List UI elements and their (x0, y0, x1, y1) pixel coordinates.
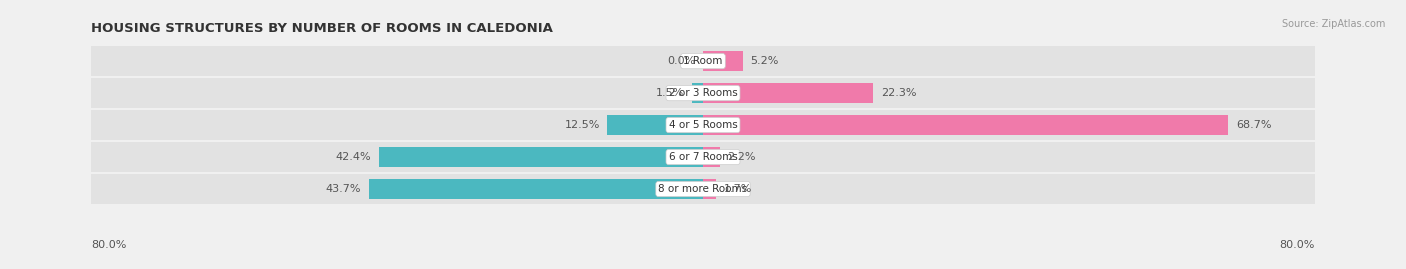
Bar (692, 83, 703, 103)
Bar (703, 51, 742, 71)
Text: 12.5%: 12.5% (564, 120, 600, 130)
Text: 43.7%: 43.7% (326, 184, 361, 194)
Text: HOUSING STRUCTURES BY NUMBER OF ROOMS IN CALEDONIA: HOUSING STRUCTURES BY NUMBER OF ROOMS IN… (91, 22, 554, 35)
Text: 0.0%: 0.0% (666, 56, 696, 66)
Text: Source: ZipAtlas.com: Source: ZipAtlas.com (1281, 19, 1385, 29)
Text: 42.4%: 42.4% (336, 152, 371, 162)
Bar (368, 179, 703, 199)
Text: 4 or 5 Rooms: 4 or 5 Rooms (669, 120, 737, 130)
Bar (91, 110, 1315, 140)
Text: 2.2%: 2.2% (727, 152, 756, 162)
Bar (607, 115, 703, 135)
Bar (703, 147, 720, 167)
Text: 8 or more Rooms: 8 or more Rooms (658, 184, 748, 194)
Text: 80.0%: 80.0% (1279, 240, 1315, 250)
Bar (703, 83, 873, 103)
Text: 1 Room: 1 Room (683, 56, 723, 66)
Text: 5.2%: 5.2% (751, 56, 779, 66)
Bar (378, 147, 703, 167)
Text: 1.7%: 1.7% (724, 184, 752, 194)
Text: 80.0%: 80.0% (91, 240, 127, 250)
Bar (91, 142, 1315, 172)
Bar (91, 174, 1315, 204)
Bar (91, 78, 1315, 108)
Bar (703, 115, 1229, 135)
Text: 22.3%: 22.3% (882, 88, 917, 98)
Text: 2 or 3 Rooms: 2 or 3 Rooms (669, 88, 737, 98)
Text: 68.7%: 68.7% (1236, 120, 1271, 130)
Text: 6 or 7 Rooms: 6 or 7 Rooms (669, 152, 737, 162)
Bar (91, 46, 1315, 76)
Bar (703, 179, 716, 199)
Text: 1.5%: 1.5% (655, 88, 683, 98)
